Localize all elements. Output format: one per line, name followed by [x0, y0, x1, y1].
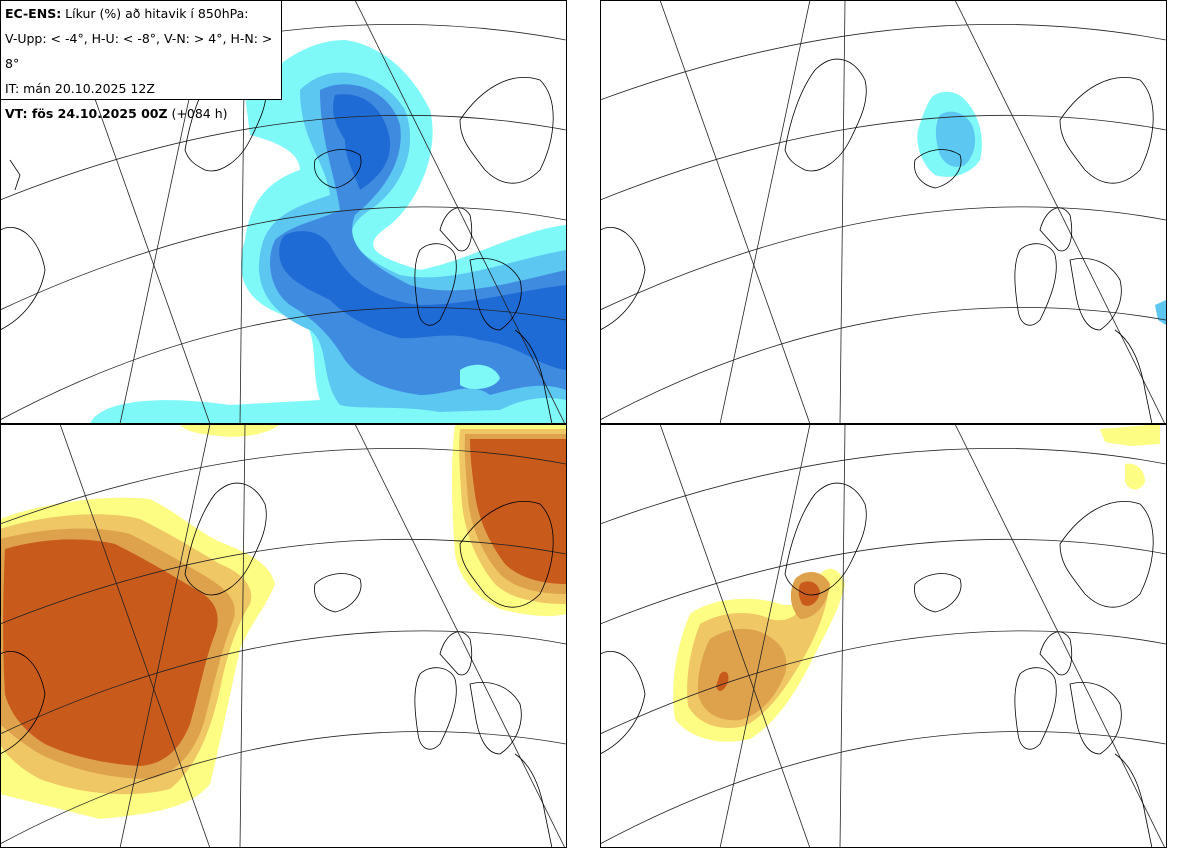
- map-panel-h-u: 1009565355: [600, 0, 1166, 424]
- probability-map: [600, 424, 1166, 848]
- map-panel-v-n: 1009565355: [0, 424, 566, 848]
- init-time: IT: mán 20.10.2025 12Z: [5, 81, 155, 96]
- title-text: Líkur (%) að hitavik í 850hPa:: [61, 6, 249, 21]
- lead-time: (+084 h): [167, 106, 228, 121]
- title-box: EC-ENS: Líkur (%) að hitavik í 850hPa: V…: [0, 0, 282, 121]
- valid-time: VT: fös 24.10.2025 00Z: [5, 106, 168, 121]
- probability-map: [0, 424, 566, 848]
- model-label: EC-ENS:: [5, 6, 62, 21]
- map-panel-h-n: 1009565355: [600, 424, 1166, 848]
- thresholds-text: V-Upp: < -4°, H-U: < -8°, V-N: > 4°, H-N…: [5, 31, 273, 71]
- map-panel-v-upp: 1009565355: [0, 0, 566, 424]
- probability-map: [600, 0, 1166, 424]
